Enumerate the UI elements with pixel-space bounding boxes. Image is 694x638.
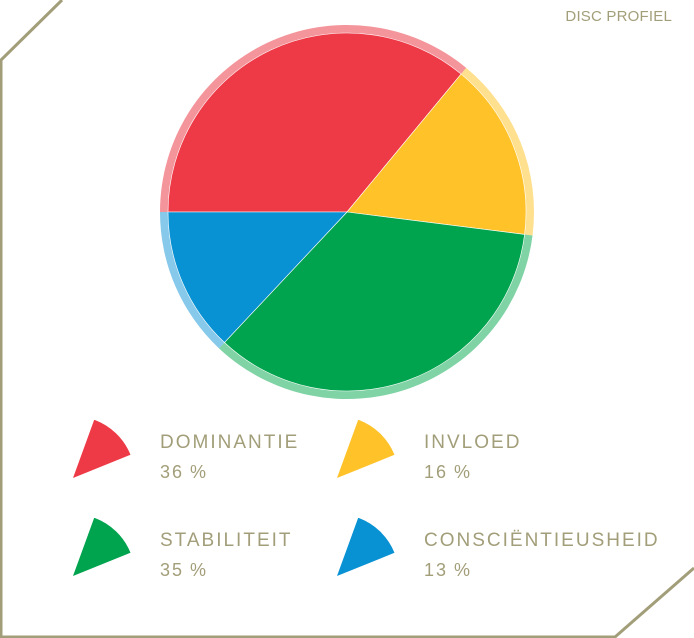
legend-label: DOMINANTIE (160, 432, 300, 453)
legend-label: INVLOED (424, 432, 522, 453)
pie-chart (160, 24, 535, 400)
chart-title: DISC PROFIEL (565, 8, 672, 25)
pie-slice-dominantie (167, 32, 462, 213)
legend-value-unit: % (190, 462, 209, 482)
pie-slice-conscintieusheid (167, 211, 348, 343)
legend-wedge-icon (337, 420, 395, 478)
legend-wedge-shape (337, 420, 395, 478)
legend-value-number: 16 (424, 462, 449, 482)
legend-wedge-shape (337, 518, 395, 576)
legend-value: 16% (424, 462, 472, 483)
legend-value-number: 36 (160, 462, 185, 482)
legend-item-stabiliteit: STABILITEIT 35% (72, 518, 332, 588)
legend-wedge-shape (73, 420, 131, 478)
legend-wedge-shape (73, 518, 131, 576)
legend-label: CONSCIËNTIEUSHEID (424, 530, 660, 551)
legend-wedge-icon (73, 420, 131, 478)
legend-wedge-icon (73, 518, 131, 576)
legend-value-number: 35 (160, 560, 185, 580)
legend-wedge-icon (337, 518, 395, 576)
legend-value: 36% (160, 462, 208, 483)
pie-slice-invloed (346, 73, 527, 235)
legend-item-invloed: INVLOED 16% (336, 420, 596, 490)
legend-item-conscientieusheid: CONSCIËNTIEUSHEID 13% (336, 518, 658, 588)
pie-slice-stabiliteit (224, 211, 525, 392)
legend-value-unit: % (454, 560, 473, 580)
legend-value-unit: % (454, 462, 473, 482)
legend-value-unit: % (190, 560, 209, 580)
legend-value: 35% (160, 560, 208, 581)
legend-label: STABILITEIT (160, 530, 293, 551)
legend-value: 13% (424, 560, 472, 581)
legend-value-number: 13 (424, 560, 449, 580)
legend-item-dominantie: DOMINANTIE 36% (72, 420, 332, 490)
